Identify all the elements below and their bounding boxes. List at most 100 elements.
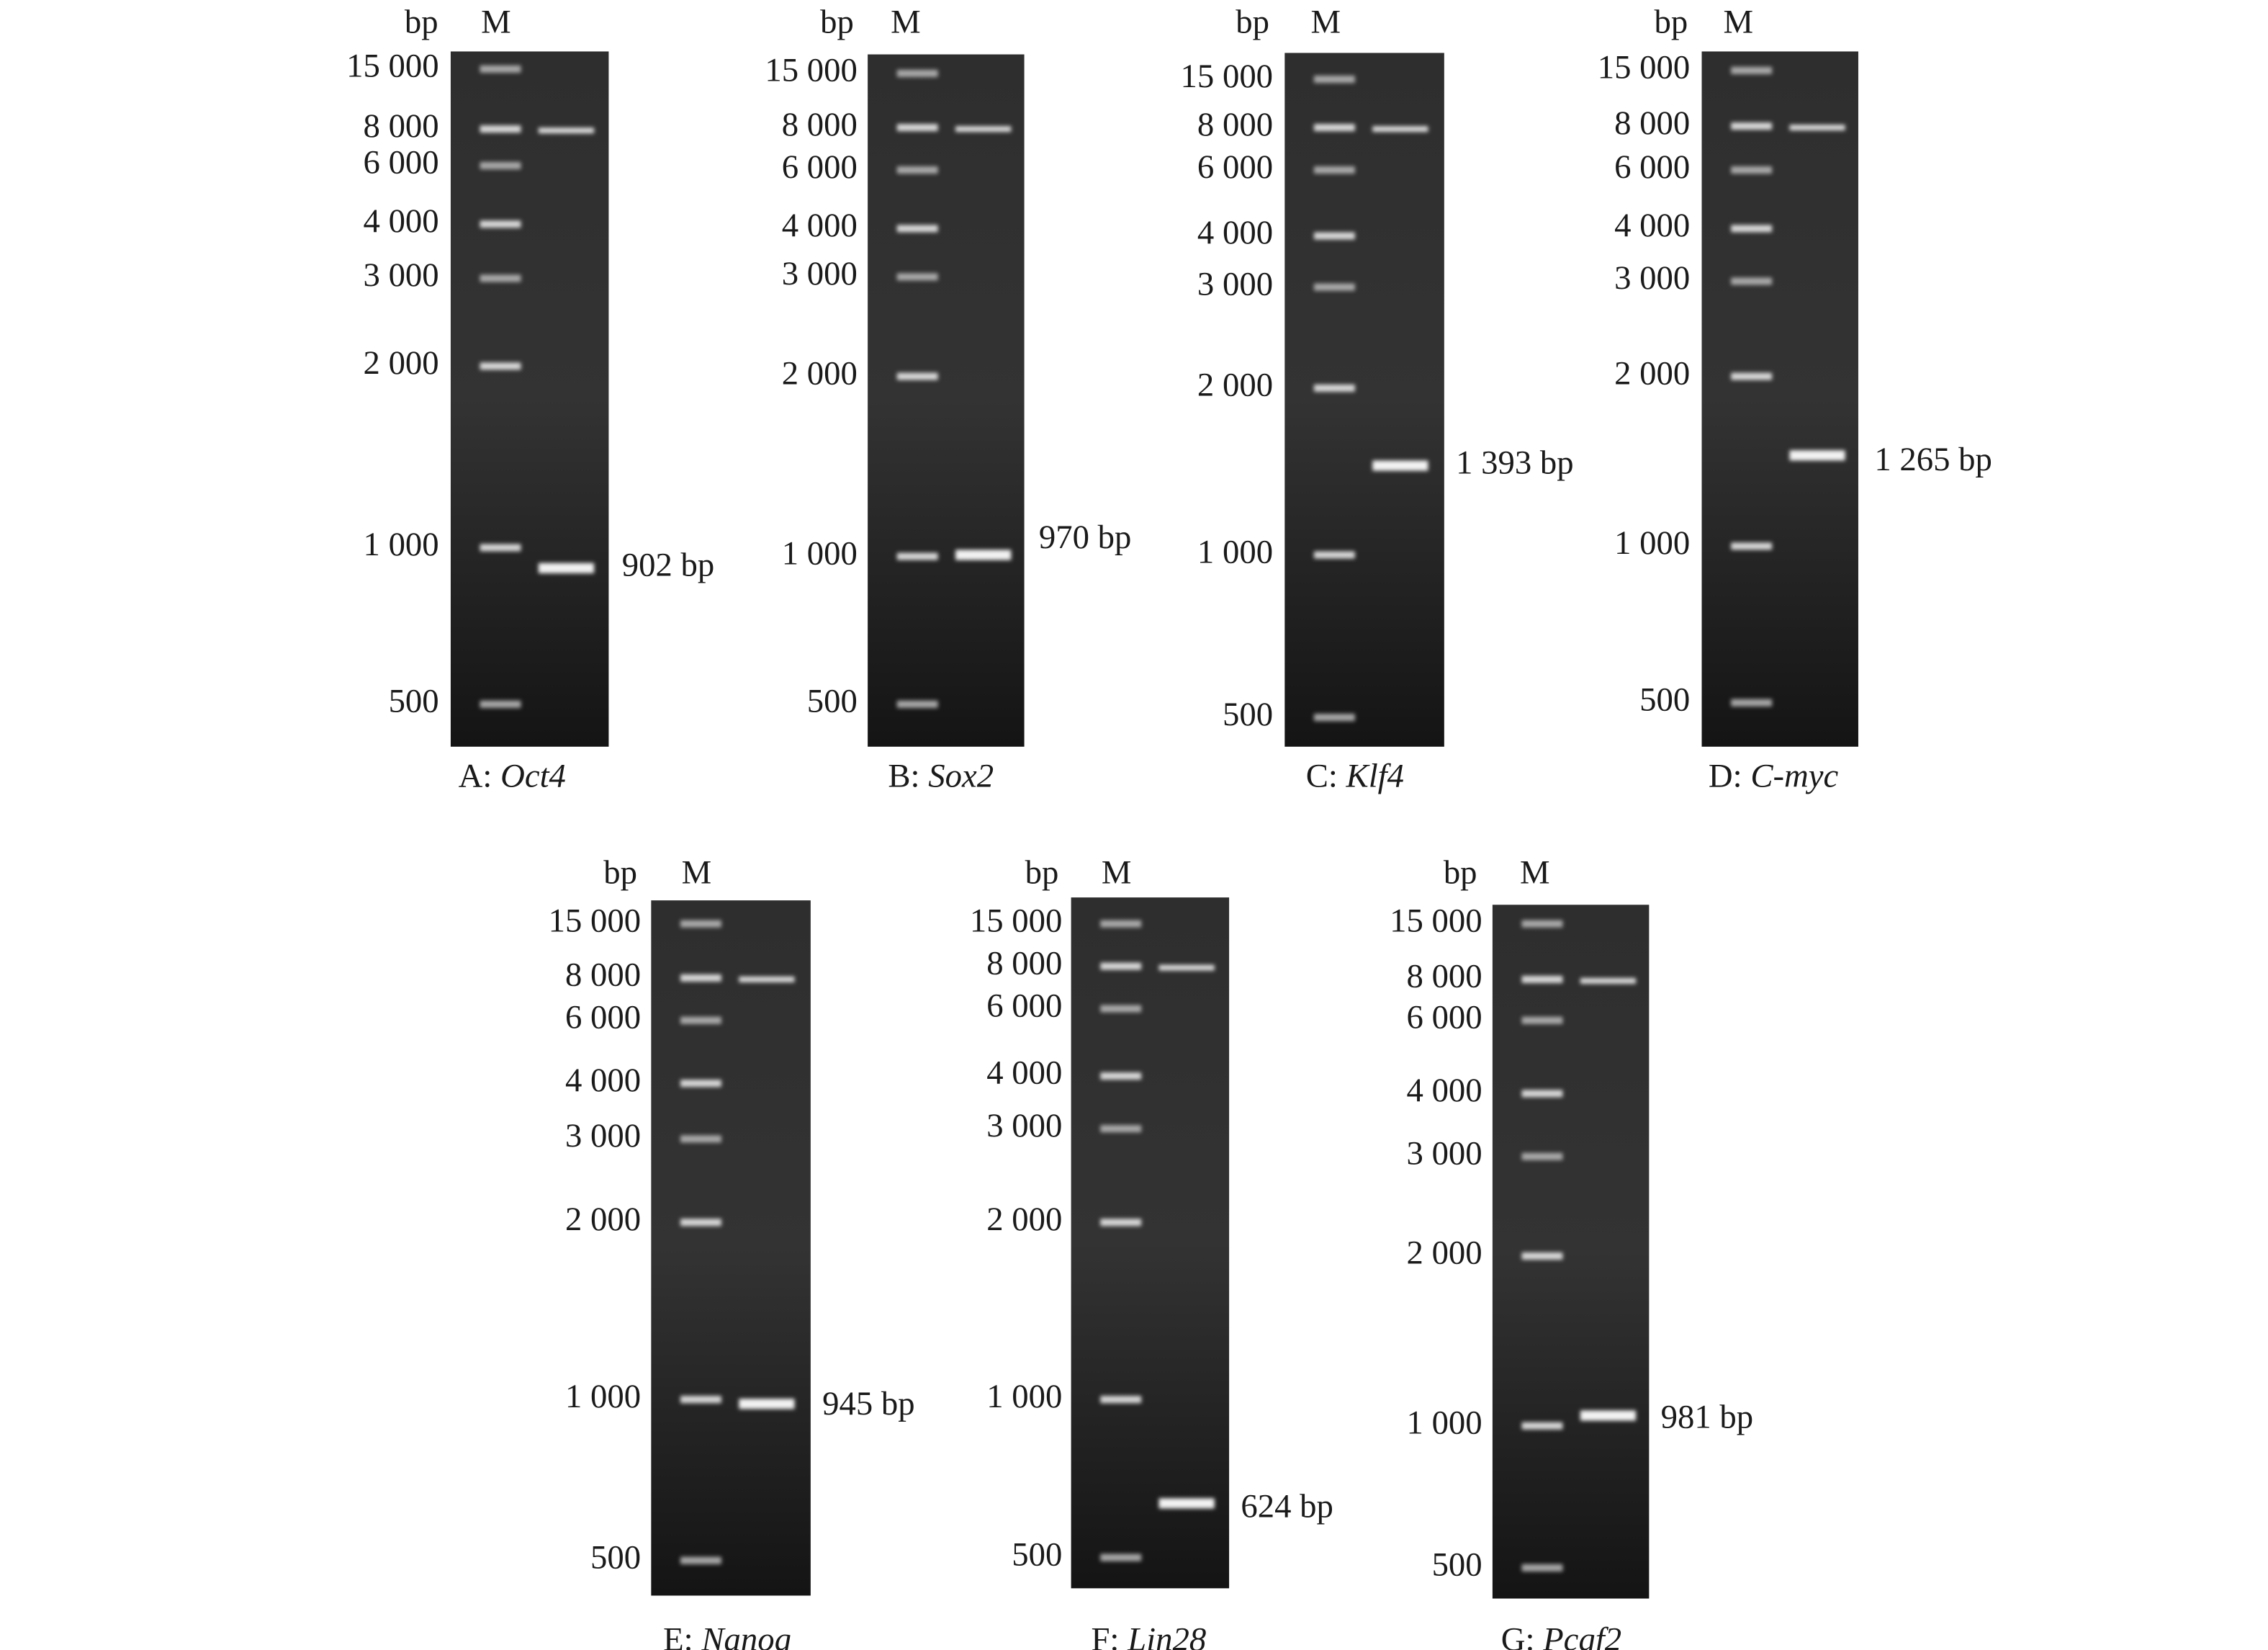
ladder-band (1100, 962, 1142, 970)
caption-letter: G: (1501, 1620, 1535, 1650)
caption: B: Sox2 (888, 757, 994, 794)
ladder-band (1521, 1090, 1563, 1098)
ladder-band (1731, 166, 1773, 174)
ladder-label: 8 000 (565, 956, 641, 994)
ladder-band (480, 161, 521, 170)
sample-top-band (1789, 125, 1845, 131)
caption: F: Lin28 (1091, 1620, 1206, 1650)
caption-gene: Lin28 (1127, 1620, 1206, 1650)
ladder-label: 4 000 (565, 1062, 641, 1099)
band-label: 970 bp (1039, 519, 1132, 556)
ladder-band (1100, 920, 1142, 928)
ladder-label: 1 000 (364, 526, 439, 563)
ladder-band (480, 362, 521, 370)
ladder-band (1313, 384, 1355, 392)
marker-label: M (1310, 4, 1341, 41)
ladder-band (1313, 75, 1355, 84)
sample-band (955, 550, 1012, 560)
ladder-label: 4 000 (1407, 1072, 1482, 1109)
ladder-label: 500 (807, 683, 858, 720)
ladder-band (1521, 1152, 1563, 1160)
ladder-band (480, 700, 521, 708)
ladder-label: 8 000 (1197, 106, 1273, 143)
ladder-band (680, 1396, 721, 1404)
ladder-label: 15 000 (1598, 49, 1691, 86)
ladder-label: 1 000 (986, 1378, 1062, 1415)
ladder-band (1100, 1396, 1142, 1404)
ladder-label: 1 000 (782, 534, 858, 572)
unit-label: bp (820, 4, 854, 41)
ladder-band (1521, 1016, 1563, 1024)
gel (1071, 897, 1230, 1589)
sample-top-band (739, 976, 795, 982)
ladder-label: 1 000 (1197, 533, 1273, 570)
ladder-label: 3 000 (364, 256, 439, 294)
sample-band (1158, 1498, 1215, 1509)
ladder-band (680, 1556, 721, 1564)
ladder-label: 4 000 (782, 207, 858, 244)
unit-label: bp (603, 853, 637, 891)
band-label: 1 265 bp (1874, 441, 1992, 478)
ladder-label: 500 (1432, 1546, 1482, 1584)
ladder-band (480, 65, 521, 73)
ladder-label: 6 000 (1407, 999, 1482, 1036)
unit-label: bp (1444, 853, 1477, 891)
caption: D: C-myc (1709, 757, 1839, 794)
caption-space (920, 757, 929, 794)
caption-space (1534, 1620, 1543, 1650)
ladder-label: 3 000 (1614, 259, 1690, 297)
ladder-band (1731, 225, 1773, 233)
ladder-label: 6 000 (364, 144, 439, 181)
gel (1492, 905, 1650, 1599)
ladder-label: 3 000 (565, 1117, 641, 1154)
caption: G: Pcgf2 (1501, 1620, 1621, 1650)
caption-space (1338, 757, 1346, 794)
ladder-band (1731, 542, 1773, 550)
ladder-band (680, 1135, 721, 1143)
ladder-label: 500 (1639, 681, 1690, 719)
marker-label: M (481, 4, 511, 41)
ladder-label: 500 (1223, 696, 1273, 733)
caption-letter: F: (1091, 1620, 1119, 1650)
sample-band (538, 562, 595, 573)
sample-top-band (538, 127, 595, 134)
ladder-label: 3 000 (782, 255, 858, 292)
ladder-band (1521, 1422, 1563, 1430)
caption-space (492, 757, 500, 794)
caption: A: Oct4 (459, 757, 566, 794)
caption-letter: E: (663, 1620, 693, 1650)
ladder-band (480, 544, 521, 552)
ladder-label: 15 000 (1390, 902, 1482, 939)
ladder-label: 2 000 (565, 1201, 641, 1238)
unit-label: bp (1025, 853, 1059, 891)
caption-space (1119, 1620, 1128, 1650)
ladder-label: 2 000 (986, 1201, 1062, 1238)
ladder-label: 1 000 (1407, 1404, 1482, 1441)
ladder-label: 6 000 (565, 999, 641, 1036)
ladder-label: 15 000 (970, 902, 1063, 939)
ladder-label: 15 000 (1181, 58, 1274, 95)
caption: E: Nanog (663, 1620, 791, 1650)
ladder-band (1100, 1072, 1142, 1080)
caption-gene: Oct4 (500, 757, 566, 794)
ladder-label: 2 000 (1407, 1234, 1482, 1272)
ladder-label: 8 000 (364, 107, 439, 145)
marker-label: M (1724, 4, 1754, 41)
gel (868, 54, 1025, 747)
ladder-band (1521, 975, 1563, 983)
ladder-label: 15 000 (549, 902, 642, 939)
caption-letter: D: (1709, 757, 1742, 794)
sample-top-band (1158, 964, 1215, 971)
ladder-band (896, 225, 938, 233)
gel (1284, 53, 1444, 747)
ladder-band (1100, 1005, 1142, 1013)
ladder-label: 3 000 (986, 1107, 1062, 1144)
ladder-label: 8 000 (1614, 104, 1690, 142)
ladder-label: 2 000 (782, 354, 858, 392)
ladder-band (1731, 122, 1773, 130)
ladder-band (896, 124, 938, 132)
sample-top-band (1580, 977, 1637, 984)
